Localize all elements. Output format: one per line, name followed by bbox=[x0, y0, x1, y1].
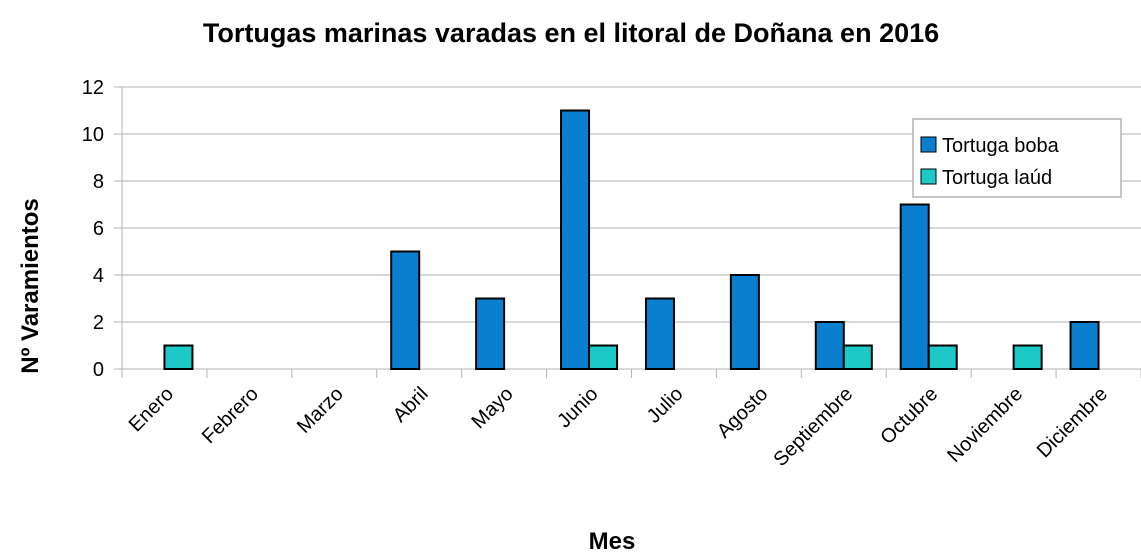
x-tick-label: Febrero bbox=[198, 383, 263, 448]
bar bbox=[729, 274, 760, 370]
legend-label: Tortuga laúd bbox=[942, 167, 1052, 189]
bar bbox=[1069, 321, 1100, 370]
legend-label: Tortuga boba bbox=[942, 135, 1060, 157]
legend-box bbox=[912, 118, 1122, 198]
x-tick-label: Marzo bbox=[293, 383, 348, 438]
y-tick-label: 4 bbox=[93, 265, 104, 287]
y-tick-label: 12 bbox=[82, 77, 104, 99]
x-tick-label: Mayo bbox=[468, 383, 518, 433]
bar bbox=[814, 321, 845, 370]
bar bbox=[927, 344, 958, 370]
bar bbox=[644, 297, 675, 370]
bar bbox=[390, 250, 421, 370]
bar bbox=[842, 344, 873, 370]
x-tick-label: Junio bbox=[553, 383, 602, 432]
bar bbox=[163, 344, 194, 370]
legend-swatch bbox=[920, 168, 937, 185]
legend-swatch bbox=[920, 136, 937, 153]
x-tick-label: Agosto bbox=[713, 383, 773, 443]
x-axis-title: Mes bbox=[589, 528, 636, 553]
y-tick-label: 2 bbox=[93, 312, 104, 334]
bar bbox=[475, 297, 506, 370]
x-tick-label: Enero bbox=[125, 383, 178, 436]
x-tick-label: Julio bbox=[643, 383, 688, 428]
x-tick-label: Noviembre bbox=[943, 383, 1027, 467]
y-tick-label: 8 bbox=[93, 171, 104, 193]
bar bbox=[899, 203, 930, 370]
y-tick-label: 10 bbox=[82, 124, 104, 146]
x-tick-label: Septiembre bbox=[769, 383, 857, 471]
x-tick-label: Diciembre bbox=[1033, 383, 1112, 462]
x-tick-label: Octubre bbox=[876, 383, 942, 449]
bar bbox=[560, 109, 591, 370]
x-tick-label: Abril bbox=[389, 383, 433, 427]
legend: Tortuga boba Tortuga laúd bbox=[912, 118, 1122, 198]
y-tick-label: 0 bbox=[93, 359, 104, 381]
bar bbox=[588, 344, 619, 370]
y-tick-label: 6 bbox=[93, 218, 104, 240]
y-axis-title: Nº Varamientos bbox=[17, 198, 44, 374]
chart-title: Tortugas marinas varadas en el litoral d… bbox=[203, 18, 939, 48]
bar bbox=[1012, 344, 1043, 370]
